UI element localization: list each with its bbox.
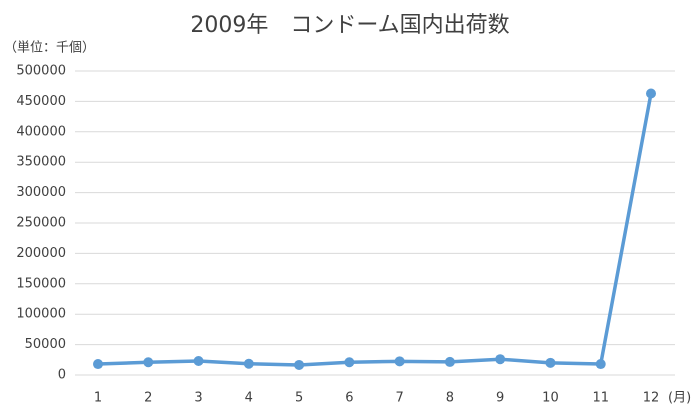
x-tick-label: 6 (345, 391, 353, 406)
y-tick-label: 150000 (16, 276, 66, 291)
data-point (394, 356, 405, 367)
x-tick-label: 3 (194, 391, 202, 406)
x-tick-label: 5 (295, 391, 303, 406)
y-tick-label: 50000 (25, 337, 66, 352)
x-axis-label: (月) (668, 391, 691, 406)
x-tick-label: 10 (542, 391, 559, 406)
y-tick-label: 400000 (16, 124, 66, 139)
data-point (93, 359, 103, 370)
data-point (595, 359, 606, 370)
y-tick-label: 0 (58, 368, 66, 383)
data-point (143, 357, 154, 368)
x-tick-label: 8 (446, 391, 454, 406)
y-tick-label: 250000 (16, 216, 66, 231)
x-tick-label: 1 (94, 391, 102, 406)
x-tick-label: 11 (592, 391, 609, 406)
chart-title: 2009年 コンドーム国内出荷数 (190, 13, 509, 38)
series-line (97, 93, 653, 367)
data-point (444, 356, 455, 367)
x-tick-label: 2 (144, 391, 152, 406)
data-point (646, 88, 656, 99)
x-tick-label: 4 (245, 391, 253, 406)
y-tick-label: 200000 (16, 246, 66, 261)
y-tick-label: 450000 (16, 94, 66, 109)
y-tick-label: 300000 (16, 185, 66, 200)
y-tick-label: 350000 (16, 155, 66, 170)
data-point (545, 357, 556, 368)
data-point (495, 354, 506, 365)
y-tick-label: 100000 (16, 307, 66, 322)
data-point (344, 357, 355, 368)
y-tick-label: 500000 (16, 64, 66, 79)
x-tick-label: 9 (496, 391, 504, 406)
y-axis-label: （単位：千個） (4, 40, 95, 56)
data-point (294, 359, 305, 370)
x-tick-label: 7 (395, 391, 403, 406)
data-point (243, 358, 254, 369)
data-point (193, 356, 204, 367)
x-tick-label: 12 (643, 391, 660, 406)
